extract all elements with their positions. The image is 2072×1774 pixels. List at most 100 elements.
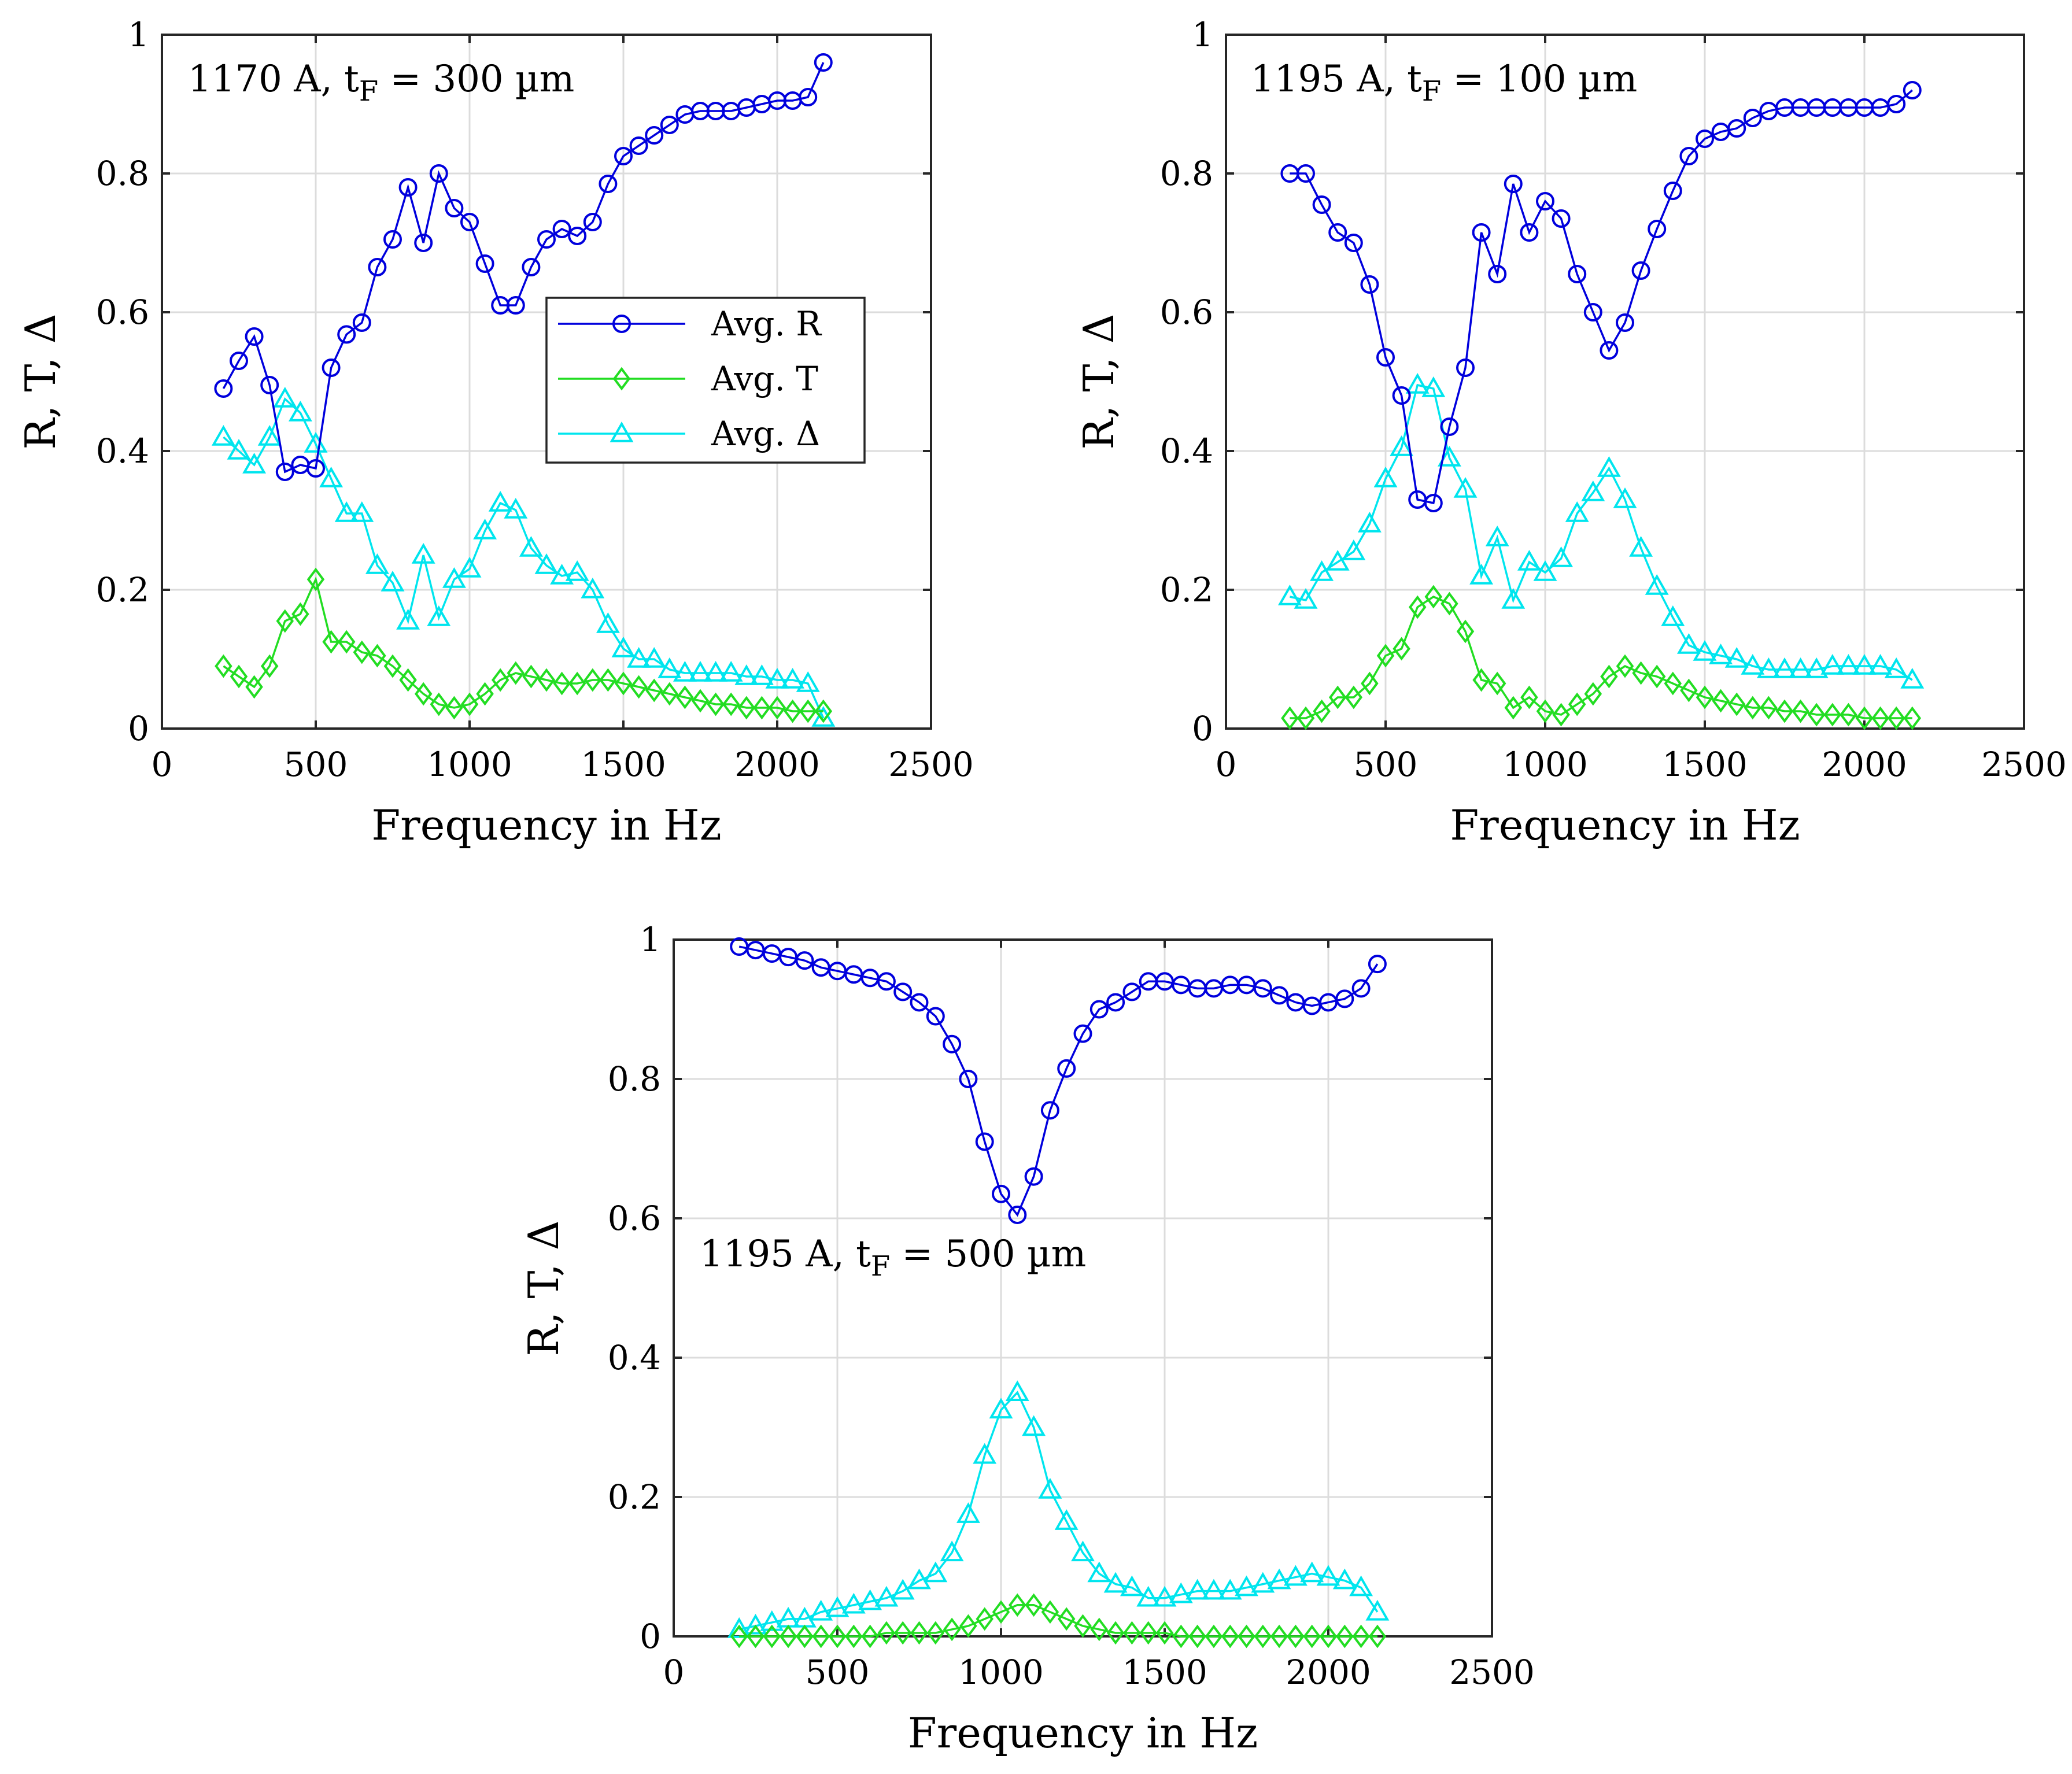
data-point-diamond: [553, 671, 571, 696]
data-point-triangle: [319, 466, 344, 487]
y-tick-label: 0.6: [96, 293, 149, 332]
x-tick-label: 1500: [1122, 1653, 1207, 1692]
data-point-triangle: [427, 605, 451, 626]
panel-annotation: 1195 A, tF = 100 µm: [1251, 58, 1637, 108]
series-circle: [730, 937, 1387, 1224]
data-point-diamond: [1408, 595, 1427, 619]
data-point-diamond: [1472, 668, 1490, 692]
data-point-diamond: [1368, 1624, 1387, 1649]
data-point-diamond: [796, 1624, 814, 1649]
x-axis-label: Frequency in Hz: [1450, 801, 1800, 849]
data-point-circle: [429, 164, 448, 183]
data-point-diamond: [1361, 671, 1379, 696]
data-point-triangle: [760, 1610, 784, 1631]
data-point-circle: [1297, 164, 1315, 183]
data-point-circle: [230, 352, 248, 370]
data-point-diamond: [414, 682, 433, 706]
y-tick-label: 0.2: [1160, 570, 1213, 609]
chart-panel-2: 0 500 1000 1500 2000 2500 0 0.2 0.4 0.6 0.8 1 Freque…: [1074, 15, 2067, 849]
data-point-triangle: [1756, 657, 1781, 678]
data-point-triangle: [1120, 1575, 1144, 1596]
data-point-diamond: [460, 692, 479, 716]
data-point-diamond: [276, 609, 294, 633]
data-point-triangle: [1202, 1579, 1226, 1600]
data-point-triangle: [858, 1589, 882, 1610]
legend: Avg. R Avg. T Avg. Δ: [545, 297, 866, 464]
data-point-triangle: [273, 386, 297, 408]
data-point-diamond: [476, 682, 494, 706]
data-point-diamond: [322, 630, 340, 654]
data-point-triangle: [1038, 1477, 1062, 1499]
data-point-diamond: [1584, 682, 1602, 706]
data-point-triangle: [1169, 1582, 1193, 1603]
y-axis-label: R, T, Δ: [519, 1220, 568, 1356]
data-point-triangle: [688, 660, 712, 682]
data-point-diamond: [737, 696, 756, 720]
data-point-diamond: [1680, 678, 1698, 703]
data-point-diamond: [1328, 685, 1347, 709]
data-point-diamond: [245, 675, 263, 699]
data-point-diamond: [430, 692, 448, 716]
data-point-triangle: [1325, 549, 1350, 571]
data-point-circle: [975, 1132, 994, 1151]
series-triangle: [211, 386, 836, 727]
data-point-triangle: [1820, 653, 1845, 675]
y-tick-label: 0.4: [608, 1338, 661, 1377]
data-point-circle: [1376, 348, 1395, 367]
y-tick-label: 0.4: [96, 431, 149, 471]
data-point-diamond: [828, 1624, 847, 1649]
data-point-triangle: [442, 567, 466, 588]
data-point-triangle: [1235, 1575, 1258, 1596]
data-point-triangle: [1836, 653, 1860, 675]
data-point-diamond: [1616, 654, 1634, 678]
data-point-diamond: [1792, 699, 1809, 723]
legend-label: Avg. R: [711, 304, 822, 343]
data-point-diamond: [337, 630, 356, 654]
data-point-diamond: [368, 644, 386, 668]
data-point-triangle: [891, 1579, 915, 1600]
data-point-diamond: [1297, 706, 1315, 730]
legend-box: [545, 297, 866, 464]
data-point-diamond: [730, 1624, 748, 1649]
data-point-triangle: [924, 1561, 948, 1583]
data-point-diamond: [992, 1600, 1010, 1624]
series-triangle: [727, 1380, 1390, 1638]
data-point-diamond: [877, 1621, 896, 1645]
data-point-triangle: [627, 646, 651, 668]
chart-panel-1: 0 500 1000 1500 2000 2500 0 0.2 0.4 0.6 0.8 1 Freque…: [16, 15, 974, 849]
data-point-circle: [583, 213, 602, 231]
data-point-circle: [537, 230, 556, 249]
data-point-diamond: [1441, 592, 1458, 616]
data-point-diamond: [763, 1624, 781, 1649]
data-point-diamond: [1568, 692, 1586, 716]
y-tick-label: 0.8: [1160, 154, 1213, 193]
series-line: [1290, 596, 1912, 719]
x-tick-label: 1000: [1502, 745, 1588, 784]
data-point-circle: [1472, 223, 1491, 242]
data-point-triangle: [811, 705, 836, 727]
data-point-triangle: [1581, 480, 1605, 501]
data-point-triangle: [658, 657, 682, 678]
data-point-diamond: [814, 699, 833, 723]
data-point-diamond: [522, 664, 540, 689]
data-point-diamond: [1221, 1624, 1239, 1649]
data-point-circle: [629, 136, 648, 155]
data-point-triangle: [1772, 657, 1797, 678]
data-point-diamond: [1536, 699, 1554, 723]
x-tick-label: 1500: [581, 745, 666, 784]
data-point-circle: [1504, 175, 1523, 193]
data-point-circle: [1663, 182, 1682, 200]
data-point-triangle: [907, 1568, 931, 1590]
data-point-triangle: [610, 421, 634, 442]
data-point-circle: [522, 258, 541, 276]
legend-label: Avg. Δ: [711, 414, 820, 453]
data-point-circle: [1536, 192, 1554, 210]
data-point-circle: [1679, 147, 1698, 165]
data-point-triangle: [956, 1502, 980, 1523]
data-point-triangle: [411, 542, 435, 564]
data-point-circle: [445, 199, 464, 217]
data-point-triangle: [744, 1613, 767, 1635]
data-point-diamond: [1139, 1621, 1157, 1645]
data-point-diamond: [353, 640, 371, 664]
